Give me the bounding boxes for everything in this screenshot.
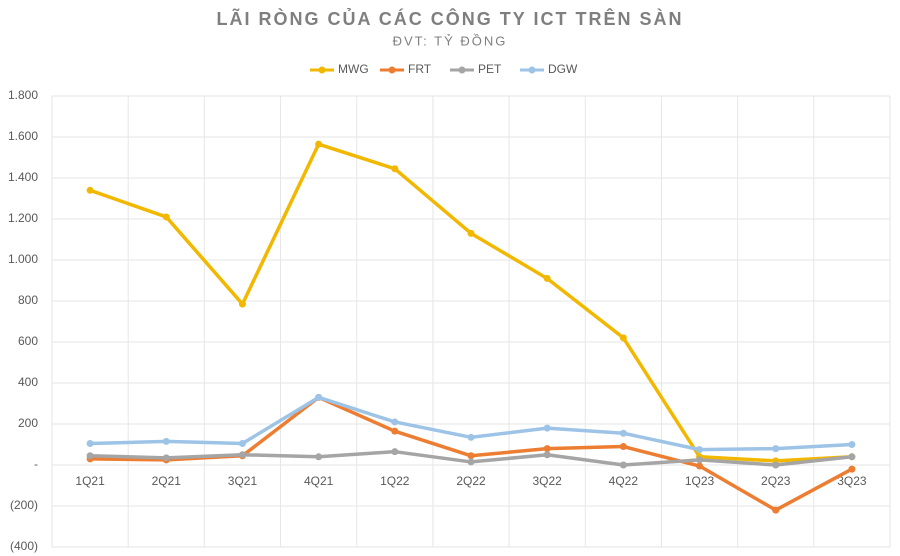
data-point (391, 448, 399, 456)
y-tick-label: 1.000 (8, 252, 38, 266)
x-tick-label: 2Q22 (456, 474, 486, 488)
data-point (391, 165, 399, 173)
data-point (848, 465, 856, 473)
x-tick-label: 3Q21 (228, 474, 258, 488)
y-tick-label: 1.800 (8, 88, 38, 102)
data-point (848, 441, 856, 448)
data-point (619, 334, 627, 342)
data-point (315, 140, 323, 148)
y-tick-label: 600 (18, 334, 38, 348)
x-tick-label: 1Q22 (380, 474, 410, 488)
data-point (162, 437, 170, 445)
legend-label: PET (478, 62, 502, 76)
data-point (543, 274, 551, 282)
x-tick-label: 1Q23 (685, 474, 715, 488)
data-point (162, 213, 170, 221)
chart-subtitle: ĐVT: TỶ ĐỒNG (393, 33, 508, 48)
data-point (391, 427, 399, 435)
legend-label: FRT (408, 62, 432, 76)
data-point (543, 445, 551, 453)
data-point (619, 461, 627, 469)
data-point (238, 439, 246, 447)
data-point (772, 461, 780, 469)
data-point (772, 506, 780, 514)
y-tick-label: (200) (10, 498, 38, 512)
y-tick-label: 800 (18, 293, 38, 307)
y-tick-label: 1.200 (8, 211, 38, 225)
y-tick-label: 1.600 (8, 129, 38, 143)
data-point (238, 451, 246, 459)
data-point (619, 429, 627, 437)
data-point (619, 443, 627, 451)
legend-label: MWG (338, 62, 369, 76)
legend-marker (458, 66, 466, 74)
x-tick-label: 3Q22 (533, 474, 563, 488)
y-tick-label: - (34, 457, 38, 471)
x-tick-label: 2Q21 (152, 474, 182, 488)
data-point (696, 462, 704, 470)
legend-marker (388, 66, 396, 74)
data-point (86, 186, 94, 194)
data-point (162, 454, 170, 462)
x-tick-label: 4Q22 (609, 474, 639, 488)
data-point (543, 451, 551, 459)
y-tick-label: (400) (10, 539, 38, 553)
data-point (696, 456, 704, 464)
y-tick-label: 400 (18, 375, 38, 389)
data-point (315, 393, 323, 401)
y-tick-label: 200 (18, 416, 38, 430)
legend-label: DGW (548, 62, 578, 76)
data-point (467, 452, 475, 460)
data-point (238, 300, 246, 308)
x-tick-label: 4Q21 (304, 474, 334, 488)
data-point (543, 424, 551, 432)
data-point (467, 229, 475, 237)
data-point (86, 439, 94, 447)
x-tick-label: 3Q23 (837, 474, 867, 488)
data-point (696, 446, 704, 454)
data-point (391, 418, 399, 426)
data-point (467, 458, 475, 466)
legend-marker (528, 66, 536, 74)
legend-marker (318, 66, 326, 74)
data-point (772, 445, 780, 453)
x-tick-label: 1Q21 (75, 474, 105, 488)
x-tick-label: 2Q23 (761, 474, 791, 488)
chart-title: LÃI RÒNG CỦA CÁC CÔNG TY ICT TRÊN SÀN (216, 8, 683, 29)
data-point (86, 452, 94, 460)
data-point (315, 453, 323, 461)
data-point (848, 453, 856, 461)
data-point (467, 433, 475, 441)
y-tick-label: 1.400 (8, 170, 38, 184)
